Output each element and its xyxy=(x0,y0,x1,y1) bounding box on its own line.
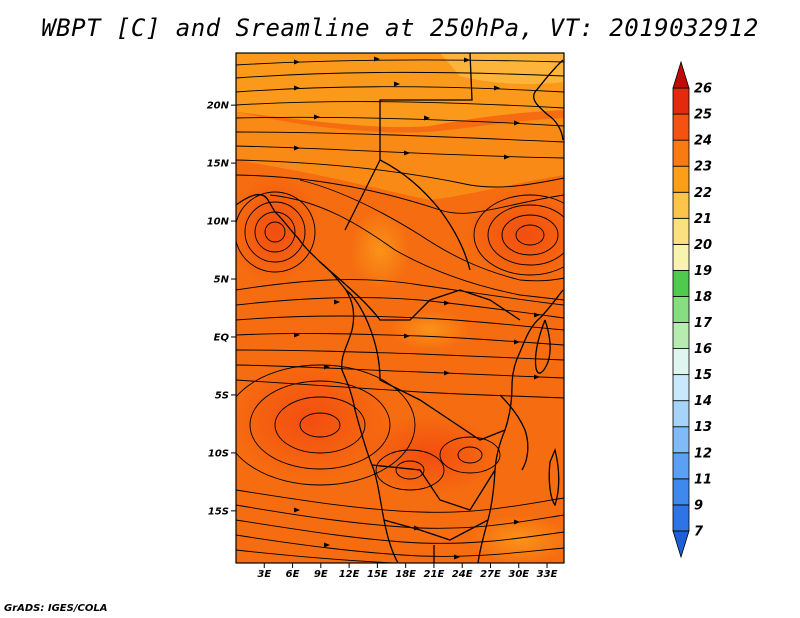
colorbar-swatch xyxy=(672,322,690,349)
colorbar-swatch xyxy=(672,217,690,245)
colorbar-swatch xyxy=(672,348,690,376)
lat-tick-label: 5N xyxy=(214,275,230,286)
colorbar-swatch xyxy=(672,243,690,271)
longitude-axis: 3E 6E 9E 12E 15E 18E 21E 24E 27E 30E 33E xyxy=(257,563,558,580)
colorbar-level-label: 13 xyxy=(694,420,712,435)
lon-tick-label: 30E xyxy=(508,569,529,580)
colorbar-level-label: 20 xyxy=(694,238,712,253)
map-title: WBPT [C] and Sreamline at 250hPa, VT: 20… xyxy=(41,14,759,42)
coastlines-borders xyxy=(236,53,564,563)
streamlines xyxy=(236,59,564,563)
colorbar-level-label: 16 xyxy=(694,342,712,357)
colorbar-swatch xyxy=(672,113,690,141)
colorbar-swatch xyxy=(672,60,690,89)
colorbar-swatch xyxy=(672,530,690,559)
colorbar-swatch xyxy=(672,504,690,532)
colorbar-level-label: 25 xyxy=(694,108,712,123)
colorbar-level-label: 23 xyxy=(694,160,712,175)
lat-tick-label: 10N xyxy=(207,217,230,228)
colorbar-swatch xyxy=(672,400,690,428)
colorbar-level-label: 15 xyxy=(694,368,712,383)
colorbar-level-label: 9 xyxy=(694,498,703,513)
lat-tick-label: 5S xyxy=(215,390,229,401)
colorbar-level-label: 7 xyxy=(694,524,704,539)
colorbar-level-label: 26 xyxy=(694,82,712,97)
colorbar-level-label: 22 xyxy=(694,186,712,201)
lat-tick-label: 15N xyxy=(207,159,230,170)
lon-tick-label: 24E xyxy=(452,569,473,580)
colorbar-swatch xyxy=(672,191,690,219)
streamline-arrows xyxy=(294,56,540,560)
colorbar-swatch xyxy=(672,87,690,115)
colorbar-swatch xyxy=(672,478,690,506)
grads-credit: GrADS: IGES/COLA xyxy=(4,603,108,614)
map-frame xyxy=(235,52,565,564)
colorbar-level-label: 18 xyxy=(694,290,712,305)
lon-tick-label: 33E xyxy=(537,569,558,580)
lon-tick-label: 6E xyxy=(286,569,300,580)
colorbar-swatch xyxy=(672,452,690,480)
lat-tick-label: 10S xyxy=(208,448,229,459)
colorbar-level-label: 14 xyxy=(694,394,712,409)
colorbar-swatch xyxy=(672,374,690,402)
colorbar-level-label: 17 xyxy=(694,316,713,331)
colorbar-swatch xyxy=(672,165,690,193)
lon-tick-label: 15E xyxy=(367,569,388,580)
latitude-axis: 20N 15N 10N 5N EQ 5S 10S 15S xyxy=(207,101,236,517)
colorbar-swatch xyxy=(672,139,690,167)
colorbar-swatch xyxy=(672,426,690,454)
lon-tick-label: 27E xyxy=(480,569,501,580)
colorbar-level-label: 19 xyxy=(694,264,712,279)
colorbar-level-label: 11 xyxy=(694,472,712,487)
colorbar-level-label: 21 xyxy=(694,212,712,227)
colorbar-level-label: 24 xyxy=(694,134,712,149)
colorbar-level-label: 12 xyxy=(694,446,712,461)
lon-tick-label: 18E xyxy=(395,569,416,580)
lon-tick-label: 21E xyxy=(424,569,445,580)
colorbar-swatch xyxy=(672,296,690,323)
lon-tick-label: 12E xyxy=(339,569,360,580)
lon-tick-label: 3E xyxy=(257,569,271,580)
colorbar-swatch xyxy=(672,270,690,297)
lat-tick-label: 20N xyxy=(207,101,230,112)
lat-tick-label: EQ xyxy=(214,332,230,343)
lon-tick-label: 9E xyxy=(314,569,328,580)
lat-tick-label: 15S xyxy=(208,506,229,517)
colorbar: 7 9 11 12 13 14 15 16 17 18 19 20 21 22 23 24 25 26 xyxy=(672,60,713,559)
wbpt-shading xyxy=(236,53,564,563)
